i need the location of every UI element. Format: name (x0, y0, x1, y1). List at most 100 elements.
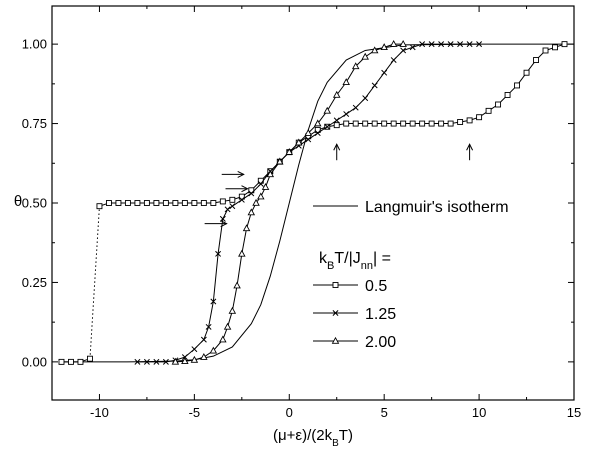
triangle-marker (228, 306, 237, 314)
arrow-right-head (220, 220, 228, 228)
triangle-marker (257, 192, 265, 200)
square-marker (466, 117, 473, 124)
triangle-marker (370, 46, 379, 54)
square-marker (485, 107, 492, 114)
x-marker (143, 358, 150, 365)
square-marker (542, 47, 549, 54)
triangle-marker (266, 170, 275, 178)
x-marker (409, 44, 416, 51)
triangle-marker (200, 352, 208, 360)
triangle-marker (242, 224, 251, 232)
square-marker (68, 358, 74, 365)
square-marker (552, 44, 558, 51)
triangle-marker (313, 119, 322, 127)
x-marker (352, 104, 359, 111)
triangle-marker (351, 62, 360, 70)
legend-series: 0.5 1.25 2.00 (313, 278, 396, 351)
square-marker (381, 120, 388, 127)
x-marker (210, 298, 217, 305)
x-marker (381, 69, 388, 76)
y-tick-label: 0.50 (22, 196, 47, 211)
triangle-marker (261, 182, 270, 190)
x-marker (229, 203, 236, 210)
y-tick-label: 0.00 (22, 354, 47, 369)
triangle-marker (190, 355, 199, 363)
x-marker (466, 41, 473, 48)
triangle-marker (389, 39, 398, 47)
square-marker (210, 200, 217, 206)
triangle-marker (361, 52, 369, 60)
x-tick-label: 5 (381, 405, 388, 420)
legend-label-langmuir: Langmuir's isotherm (365, 199, 509, 216)
triangle-marker (295, 138, 303, 146)
square-marker (181, 200, 188, 206)
square-marker (143, 200, 150, 206)
x-marker (205, 323, 212, 330)
y-tick-label: 0.75 (22, 116, 47, 131)
arrow-up-head (466, 143, 474, 151)
square-marker (96, 203, 103, 210)
square-marker (362, 120, 369, 127)
x-axis-label: (μ+ε)/(2kBT) (273, 427, 353, 449)
square-marker (219, 198, 226, 205)
x-tick-label: 10 (472, 405, 486, 420)
y-axis-label: θ (14, 193, 22, 210)
triangle-marker (247, 208, 256, 216)
x-marker (428, 41, 435, 48)
square-marker (371, 120, 378, 127)
x-marker (390, 57, 397, 63)
square-marker (523, 69, 530, 76)
square-marker (438, 120, 445, 127)
triangle-marker (304, 128, 313, 136)
x-marker (400, 47, 407, 54)
x-marker (438, 41, 445, 48)
triangle-marker (181, 357, 189, 364)
square-marker (191, 200, 198, 206)
annotation-layer (204, 143, 474, 228)
ticks: -10 -5 0 5 10 15 0.00 0.25 0.50 0.75 1.00 (22, 6, 581, 420)
arrow-right-head (237, 170, 245, 178)
square-marker (343, 120, 350, 127)
square-marker (200, 200, 207, 206)
series-4 (171, 39, 407, 365)
square-marker (58, 358, 65, 365)
x-tick-label: 15 (567, 405, 581, 420)
square-marker (390, 120, 397, 127)
square-marker (561, 41, 568, 48)
legend-label: 1.25 (365, 306, 396, 323)
square-marker (172, 200, 179, 206)
dotted-segment (89, 206, 100, 359)
square-marker (409, 120, 416, 127)
series-line (61, 358, 91, 363)
series-line (99, 43, 565, 207)
triangle-marker (342, 78, 350, 86)
x-marker (238, 196, 245, 203)
triangle-marker (219, 335, 227, 343)
series-layer (58, 39, 574, 365)
square-marker (495, 101, 502, 108)
legend-title: kBT/|Jnn| = (319, 250, 391, 272)
x-marker (248, 190, 255, 197)
triangle-marker (233, 281, 241, 289)
square-marker (400, 120, 407, 127)
square-marker (533, 57, 539, 63)
x-marker (447, 41, 454, 48)
arrow-up-head (333, 143, 341, 151)
square-marker (333, 122, 340, 129)
legend-label: 0.5 (365, 278, 387, 295)
square-marker (332, 282, 339, 288)
triangle-marker (380, 43, 388, 51)
x-marker (153, 358, 160, 365)
x-marker (257, 180, 264, 187)
square-marker (428, 120, 435, 127)
x-marker (419, 41, 426, 48)
square-marker (447, 120, 454, 127)
x-marker (362, 95, 369, 102)
x-tick-label: -10 (90, 405, 109, 420)
series-line (137, 43, 480, 363)
triangle-marker (209, 346, 218, 354)
square-marker (419, 120, 426, 127)
square-marker (457, 119, 464, 125)
square-marker (77, 358, 84, 365)
triangle-marker (285, 148, 294, 155)
